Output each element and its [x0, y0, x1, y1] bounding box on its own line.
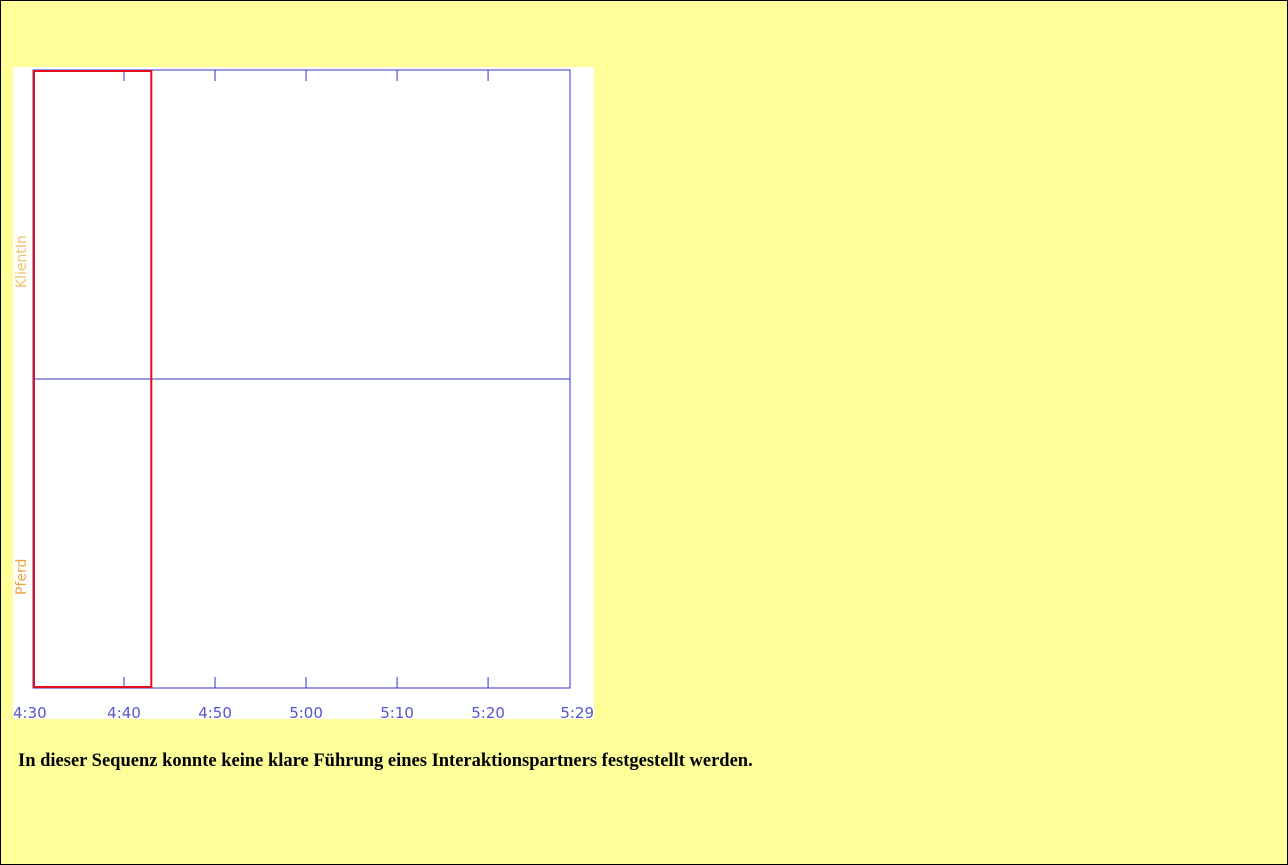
- track-label-klientin: KlientIn: [14, 235, 30, 288]
- x-tick-label: 5:10: [380, 704, 414, 722]
- x-tick-label: 5:00: [289, 704, 323, 722]
- x-tick-label: 4:50: [198, 704, 232, 722]
- result-caption: In dieser Sequenz konnte keine klare Füh…: [18, 751, 753, 771]
- x-tick-label: 5:29: [560, 704, 594, 722]
- x-tick-label: 4:30: [13, 704, 47, 722]
- track-label-pferd: Pferd: [14, 559, 30, 595]
- x-tick-label: 4:40: [107, 704, 141, 722]
- timeline-chart-svg: 4:30 4:40 4:50 5:00 5:10 5:20 5:29 KlientIn Pfer…: [13, 69, 594, 722]
- highlight-window: [33, 70, 153, 688]
- x-tick-label: 5:20: [471, 704, 505, 722]
- timeline-chart: 4:30 4:40 4:50 5:00 5:10 5:20 5:29 KlientIn Pfer…: [13, 67, 594, 722]
